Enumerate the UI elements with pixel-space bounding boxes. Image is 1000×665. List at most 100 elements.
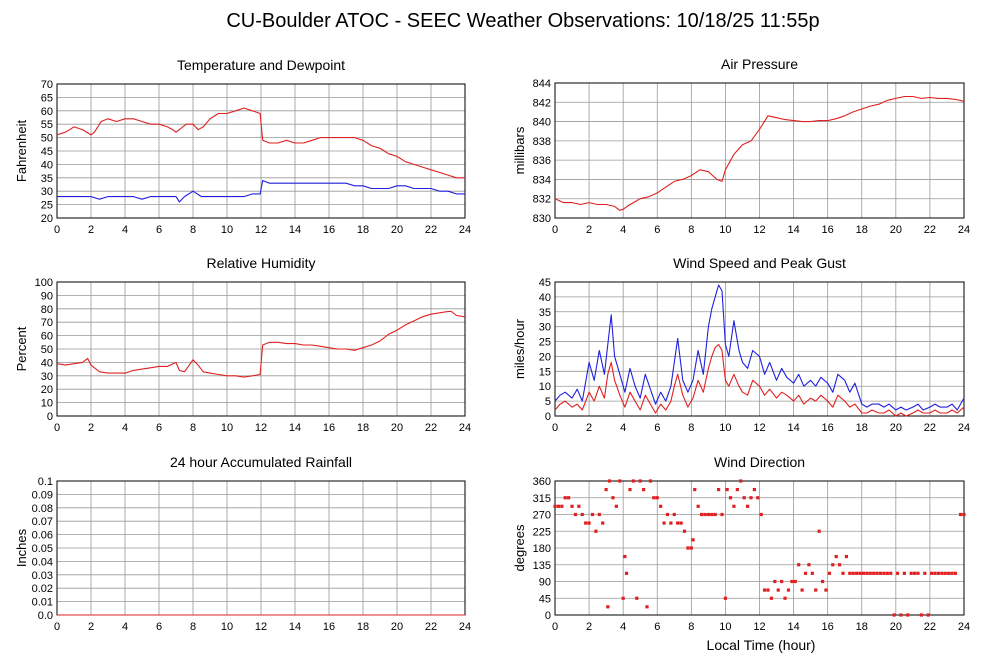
data-point: [776, 588, 780, 592]
y-axis-label: Inches: [14, 528, 29, 567]
data-point: [923, 571, 927, 575]
data-point: [623, 554, 627, 559]
chart-title: Wind Direction: [714, 454, 805, 470]
data-point: [570, 504, 574, 508]
data-point: [950, 571, 954, 575]
data-point: [560, 504, 564, 508]
x-tick-label: 20: [890, 224, 902, 236]
data-point: [827, 571, 831, 575]
x-tick-label: 0: [54, 224, 60, 236]
x-tick-label: 14: [787, 224, 799, 236]
x-tick-label: 4: [122, 224, 128, 236]
x-tick-label: 4: [620, 422, 626, 434]
data-point: [580, 512, 584, 517]
data-point: [926, 613, 930, 617]
data-point: [858, 571, 862, 575]
x-tick-label: 18: [856, 422, 868, 434]
data-point: [590, 512, 595, 517]
chart-rain: 0 2 4 6 8 10 12 14 16 18 20 22 240.00.010.020.030.04…: [14, 454, 471, 633]
y-tick-label: 842: [533, 97, 551, 109]
x-tick-label: 20: [391, 224, 403, 236]
data-point: [752, 487, 756, 492]
data-point: [728, 496, 733, 500]
y-axis-label: millibars: [512, 126, 527, 174]
x-tick-label: 16: [822, 422, 834, 434]
x-tick-label: 24: [958, 422, 970, 434]
x-tick-label: 0: [552, 224, 558, 236]
y-tick-label: 30: [539, 322, 551, 334]
data-point: [604, 487, 608, 492]
x-tick-label: 24: [958, 621, 970, 633]
data-point: [614, 504, 618, 508]
data-point: [919, 613, 923, 617]
x-tick-label: 0: [54, 621, 60, 633]
y-tick-label: 840: [533, 117, 551, 129]
data-point: [906, 613, 910, 617]
y-tick-label: 838: [533, 136, 551, 148]
y-tick-label: 100: [35, 277, 53, 289]
data-point: [672, 512, 676, 517]
data-point: [899, 613, 903, 617]
data-point: [556, 504, 561, 508]
y-tick-label: 0: [545, 610, 551, 622]
data-point: [573, 512, 578, 517]
data-point: [652, 496, 656, 500]
y-tick-label: 35: [539, 307, 551, 319]
x-tick-label: 24: [459, 621, 471, 633]
data-point: [797, 563, 801, 567]
y-tick-label: 65: [41, 92, 53, 104]
page-title: CU-Boulder ATOC - SEEC Weather Observati…: [226, 10, 819, 32]
y-tick-label: 80: [41, 304, 53, 316]
data-point: [618, 479, 622, 483]
data-point: [563, 496, 567, 500]
data-point: [611, 496, 615, 500]
x-tick-label: 12: [753, 224, 765, 236]
data-point: [882, 571, 886, 575]
data-point: [916, 571, 920, 575]
data-point: [689, 546, 693, 550]
data-point: [933, 571, 937, 575]
x-tick-label: 10: [719, 422, 731, 434]
y-tick-label: 0.09: [32, 489, 53, 501]
y-axis-label: miles/hour: [512, 318, 527, 379]
y-axis-label: Percent: [14, 326, 29, 371]
y-tick-label: 225: [533, 526, 551, 538]
series-line: [554, 343, 965, 417]
x-tick-label: 18: [856, 621, 868, 633]
data-point: [682, 529, 687, 533]
data-point: [958, 512, 963, 517]
data-point: [662, 521, 666, 525]
data-point: [820, 579, 825, 584]
plot-border: [554, 480, 965, 616]
data-point: [902, 571, 906, 575]
x-tick-label: 6: [654, 621, 660, 633]
chart-rh: 0 2 4 6 8 10 12 14 16 18 20 22 240102030405060708090…: [14, 255, 471, 434]
data-point: [953, 571, 958, 575]
x-tick-label: 10: [719, 621, 731, 633]
series-line: [57, 179, 465, 203]
y-axis-label: Fahrenheit: [14, 120, 29, 183]
data-point: [947, 571, 951, 575]
data-point: [655, 496, 659, 500]
data-point: [936, 571, 941, 575]
chart-title: Wind Speed and Peak Gust: [673, 255, 846, 271]
x-tick-label: 8: [190, 224, 196, 236]
x-tick-label: 8: [688, 224, 694, 236]
data-point: [703, 512, 707, 517]
data-point: [851, 571, 855, 575]
data-point: [635, 596, 639, 600]
data-point: [717, 487, 721, 492]
data-point: [868, 571, 872, 575]
chart-wind: 0 2 4 6 8 10 12 14 16 18 20 22 24051015202530354045W…: [512, 255, 970, 434]
data-point: [943, 571, 947, 575]
x-tick-label: 14: [289, 621, 301, 633]
data-point: [749, 496, 753, 500]
y-tick-label: 70: [41, 317, 53, 329]
x-tick-label: 14: [787, 422, 799, 434]
x-tick-label: 20: [391, 621, 403, 633]
series-line: [56, 310, 466, 378]
x-tick-label: 12: [255, 422, 267, 434]
x-tick-label: 0: [552, 621, 558, 633]
data-point: [878, 571, 883, 575]
data-point: [875, 571, 879, 575]
